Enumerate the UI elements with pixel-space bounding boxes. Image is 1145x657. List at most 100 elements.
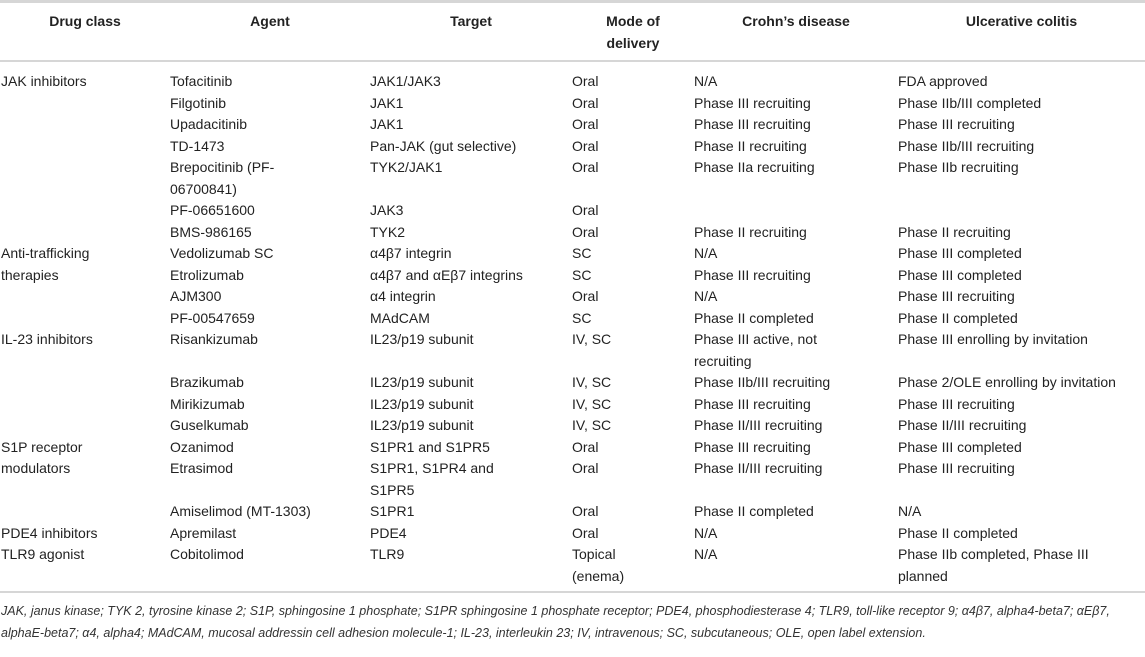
cell-mode: Oral	[572, 503, 599, 519]
table-row: Brazikumab IL23/p19 subunit IV, SC Phase II…	[0, 372, 1145, 394]
table-row: Guselkumab IL23/p19 subunit IV, SC Phase II…	[0, 415, 1145, 437]
table-row: PF-00547659 MAdCAM SC Phase II completed Pha…	[0, 308, 1145, 330]
cell-crohns: N/A	[694, 245, 718, 261]
table-row: Upadacitinib JAK1 Oral Phase III recruiting…	[0, 114, 1145, 136]
cell-mode: Oral	[572, 73, 599, 89]
cell-mode: Oral	[572, 288, 599, 304]
cell-agent: Cobitolimod	[170, 546, 244, 562]
table-row: Amiselimod (MT-1303) S1PR1 Oral Phase II co…	[0, 501, 1145, 523]
cell-agent: Guselkumab	[170, 417, 249, 433]
cell-uc: Phase II completed	[898, 309, 1018, 326]
cell-mode: Topical (enema)	[572, 546, 625, 584]
table-row: PDE4 inhibitors Apremilast PDE4 Oral N/A Phas…	[0, 523, 1145, 545]
cell-agent: AJM300	[170, 288, 222, 304]
table-row: IL-23 inhibitors Risankizumab IL23/p19 sub…	[0, 329, 1145, 372]
cell-uc: Phase IIb recruiting	[898, 159, 1019, 175]
cell-crohns: Phase II recruiting	[694, 223, 807, 240]
cell-agent: Risankizumab	[170, 331, 258, 347]
cell-uc	[898, 200, 1145, 222]
cell-target: IL23/p19 subunit	[370, 374, 474, 390]
cell-uc: Phase II/III recruiting	[898, 417, 1027, 433]
cell-drug-class: IL-23 inhibitors	[1, 331, 93, 347]
cell-mode: Oral	[572, 137, 599, 154]
cell-uc: Phase III completed	[898, 438, 1022, 455]
cell-target: α4β7 integrin	[370, 245, 452, 261]
cell-agent: Tofacitinib	[170, 73, 233, 89]
cell-uc: Phase IIb/III completed	[898, 94, 1042, 111]
header-mode: Mode of delivery	[606, 13, 660, 51]
table-row: AJM300 α4 integrin Oral N/A Phase III recrui…	[0, 286, 1145, 308]
cell-agent: Filgotinib	[170, 94, 227, 111]
cell-agent: BMS-986165	[170, 223, 252, 240]
cell-crohns: N/A	[694, 524, 718, 541]
drug-table: Drug class Agent Target Mode of delivery…	[0, 1, 1145, 592]
cell-mode: IV, SC	[572, 331, 612, 347]
cell-target: JAK1/JAK3	[370, 73, 441, 89]
cell-crohns: Phase IIa recruiting	[694, 159, 815, 175]
cell-mode: Oral	[572, 223, 599, 240]
cell-crohns: Phase II completed	[694, 503, 814, 519]
cell-crohns: Phase III recruiting	[694, 266, 811, 283]
cell-mode: Oral	[572, 94, 599, 111]
table-row: Etrolizumab α4β7 and αEβ7 integrins SC Phas…	[0, 265, 1145, 287]
cell-agent: Vedolizumab SC	[170, 245, 274, 261]
cell-drug-class: TLR9 agonist	[1, 546, 85, 562]
cell-uc: Phase III completed	[898, 245, 1022, 261]
cell-mode: Oral	[572, 524, 599, 541]
cell-uc: Phase II recruiting	[898, 223, 1011, 240]
cell-target: IL23/p19 subunit	[370, 331, 474, 347]
header-target: Target	[450, 13, 492, 29]
table-footnote: JAK, janus kinase; TYK 2, tyrosine kinas…	[1, 604, 1110, 640]
cell-uc: Phase III enrolling by invitation	[898, 331, 1088, 347]
cell-crohns: N/A	[694, 546, 718, 562]
cell-target: Pan-JAK (gut selective)	[370, 137, 517, 154]
cell-agent: PF-06651600	[170, 202, 255, 218]
header-agent: Agent	[250, 13, 290, 29]
cell-crohns: Phase II completed	[694, 309, 814, 326]
cell-target: α4β7 and αEβ7 integrins	[370, 266, 523, 283]
cell-crohns: Phase II/III recruiting	[694, 417, 823, 433]
cell-crohns: Phase III recruiting	[694, 395, 811, 412]
cell-crohns: Phase III active, not recruiting	[694, 331, 817, 369]
cell-mode: Oral	[572, 159, 599, 175]
table-row: Brepocitinib (PF- 06700841) TYK2/JAK1 Oral…	[0, 157, 1145, 200]
cell-uc: Phase 2/OLE enrolling by invitation	[898, 374, 1116, 390]
cell-crohns: Phase II recruiting	[694, 137, 807, 154]
table-row: JAK inhibitors Tofacitinib JAK1/JAK3 Oral N/…	[0, 61, 1145, 93]
cell-uc: FDA approved	[898, 73, 988, 89]
cell-mode: Oral	[572, 116, 599, 132]
cell-target: IL23/p19 subunit	[370, 417, 474, 433]
cell-drug-class: S1P receptor modulators	[1, 438, 83, 477]
cell-drug-class: Anti-trafficking therapies	[1, 245, 90, 283]
cell-target: TLR9	[370, 546, 405, 562]
cell-target: S1PR1	[370, 503, 415, 519]
cell-uc: Phase III recruiting	[898, 460, 1015, 476]
cell-agent: Brepocitinib (PF- 06700841)	[170, 159, 275, 197]
cell-mode: Oral	[572, 438, 599, 455]
header-uc: Ulcerative colitis	[965, 13, 1078, 29]
table-row: Anti-trafficking therapies Vedolizumab SC…	[0, 243, 1145, 283]
table-row: TLR9 agonist Cobitolimod TLR9 Topical (enem…	[0, 544, 1145, 592]
cell-target: TYK2/JAK1	[370, 159, 443, 175]
cell-crohns: N/A	[694, 73, 718, 89]
cell-mode: SC	[572, 266, 592, 283]
cell-target: JAK1	[370, 116, 404, 132]
cell-agent: PF-00547659	[170, 309, 255, 326]
cell-uc: N/A	[898, 503, 922, 519]
table-row: PF-06651600 JAK3 Oral	[0, 200, 1145, 222]
cell-target: JAK3	[370, 202, 404, 218]
cell-crohns	[694, 200, 898, 222]
table-body: JAK inhibitors Tofacitinib JAK1/JAK3 Oral N/…	[0, 61, 1145, 592]
header-drug-class: Drug class	[49, 13, 121, 29]
cell-mode: Oral	[572, 202, 599, 218]
cell-crohns: Phase IIb/III recruiting	[694, 374, 831, 390]
cell-target: TYK2	[370, 223, 406, 240]
cell-crohns: Phase III recruiting	[694, 116, 811, 132]
cell-uc: Phase II completed	[898, 524, 1018, 541]
cell-agent: TD-1473	[170, 137, 225, 154]
table-row: TD-1473 Pan-JAK (gut selective) Oral Phase …	[0, 136, 1145, 158]
cell-mode: SC	[572, 309, 592, 326]
cell-crohns: N/A	[694, 288, 718, 304]
cell-agent: Mirikizumab	[170, 395, 245, 412]
cell-target: IL23/p19 subunit	[370, 395, 474, 412]
